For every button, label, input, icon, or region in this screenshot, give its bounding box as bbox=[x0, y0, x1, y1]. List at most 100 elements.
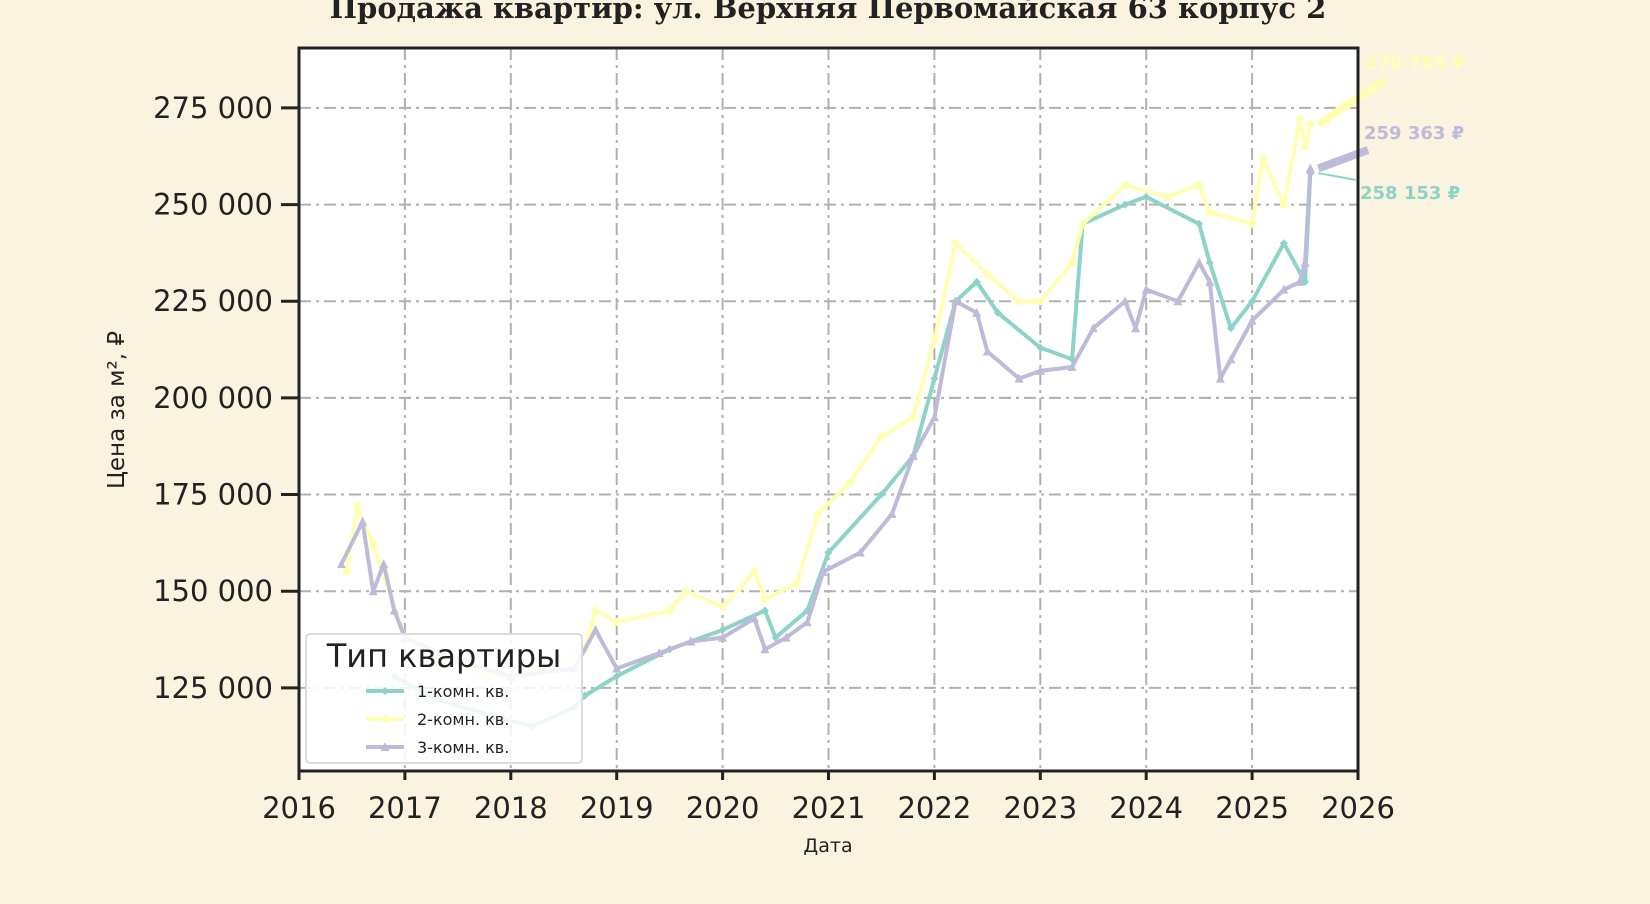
data-point bbox=[591, 624, 601, 634]
data-point bbox=[802, 617, 812, 627]
x-tick-label: 2024 bbox=[1109, 791, 1183, 825]
data-point bbox=[353, 502, 362, 511]
y-tick-label: 150 000 bbox=[153, 574, 273, 608]
x-axis-label: Дата bbox=[803, 835, 852, 857]
data-point bbox=[1036, 343, 1045, 352]
data-point bbox=[686, 636, 696, 646]
data-point bbox=[877, 490, 886, 499]
data-point bbox=[1035, 365, 1045, 375]
legend-entry: 3-комн. кв. bbox=[366, 738, 509, 757]
x-tick-label: 2025 bbox=[1215, 791, 1289, 825]
data-point bbox=[750, 567, 759, 576]
data-point bbox=[1068, 258, 1077, 267]
data-point bbox=[1121, 200, 1130, 209]
data-point bbox=[887, 508, 897, 518]
data-point bbox=[908, 450, 918, 460]
data-point bbox=[929, 412, 939, 422]
data-point bbox=[591, 606, 600, 615]
annotation-arrow bbox=[1316, 76, 1388, 128]
data-point bbox=[845, 478, 854, 487]
data-point bbox=[1205, 276, 1215, 286]
data-point bbox=[1078, 219, 1087, 228]
annotation-arrow bbox=[1316, 146, 1370, 173]
data-point bbox=[1258, 154, 1267, 163]
data-point bbox=[1279, 239, 1288, 248]
data-point bbox=[381, 687, 389, 695]
data-point bbox=[1088, 323, 1098, 333]
y-tick-label: 225 000 bbox=[153, 284, 273, 318]
data-point bbox=[1163, 192, 1172, 201]
data-point bbox=[824, 548, 833, 557]
data-point bbox=[983, 270, 992, 279]
data-point bbox=[760, 594, 769, 603]
x-tick-label: 2016 bbox=[262, 791, 336, 825]
data-point bbox=[1301, 142, 1310, 151]
data-point bbox=[379, 559, 389, 569]
legend-label: 1-комн. кв. bbox=[417, 682, 509, 701]
data-point bbox=[1305, 163, 1315, 173]
data-point bbox=[336, 559, 346, 569]
legend-title: Тип квартиры bbox=[326, 637, 562, 675]
legend-box bbox=[305, 633, 583, 764]
y-tick-label: 275 000 bbox=[153, 91, 273, 125]
data-point bbox=[1247, 315, 1257, 325]
annotation-label: 270 785 ₽ bbox=[1365, 53, 1465, 74]
data-point bbox=[1121, 181, 1130, 190]
data-point bbox=[1173, 296, 1183, 306]
data-point bbox=[1295, 276, 1305, 286]
data-point bbox=[1036, 297, 1045, 306]
data-point bbox=[982, 346, 992, 356]
data-point bbox=[681, 587, 690, 596]
data-point bbox=[381, 715, 389, 723]
data-point bbox=[612, 672, 621, 681]
data-point bbox=[1195, 219, 1204, 228]
data-point bbox=[951, 296, 961, 306]
data-point bbox=[1226, 324, 1235, 333]
data-point bbox=[1226, 354, 1236, 364]
data-point bbox=[1306, 120, 1315, 129]
y-tick-label: 175 000 bbox=[153, 478, 273, 512]
data-point bbox=[369, 540, 378, 549]
x-tick-label: 2026 bbox=[1321, 791, 1395, 825]
y-axis: 125 000 150 000 175 000 200 000 225 000 250 0… bbox=[153, 91, 299, 705]
data-point bbox=[972, 307, 982, 317]
data-point bbox=[930, 335, 939, 344]
data-point bbox=[930, 374, 939, 383]
data-point bbox=[1142, 192, 1151, 201]
annotation-arrow bbox=[1318, 172, 1357, 181]
data-point bbox=[380, 742, 390, 751]
data-point bbox=[718, 602, 727, 611]
data-point bbox=[342, 567, 351, 576]
x-tick-label: 2020 bbox=[686, 791, 760, 825]
x-tick-label: 2023 bbox=[1003, 791, 1077, 825]
data-point bbox=[781, 632, 791, 642]
data-point bbox=[1279, 200, 1288, 209]
legend-entry: 1-комн. кв. bbox=[366, 682, 509, 701]
y-axis-label: Цена за м², ₽ bbox=[104, 331, 130, 489]
data-point bbox=[909, 413, 918, 422]
legend: Тип квартиры 1-комн. кв. 2-комн. кв. 3-ком… bbox=[305, 633, 583, 764]
annotation-label: 258 153 ₽ bbox=[1360, 183, 1460, 204]
data-point bbox=[612, 663, 622, 673]
data-point bbox=[1205, 208, 1214, 217]
data-point bbox=[1205, 258, 1214, 267]
data-point bbox=[718, 625, 727, 634]
data-point bbox=[1279, 284, 1289, 294]
data-point bbox=[792, 579, 801, 588]
data-point bbox=[1248, 219, 1257, 228]
data-point bbox=[1131, 323, 1141, 333]
data-point bbox=[1300, 257, 1310, 267]
x-tick-label: 2017 bbox=[368, 791, 442, 825]
data-point bbox=[1141, 284, 1151, 294]
data-point bbox=[1248, 297, 1257, 306]
data-point bbox=[951, 239, 960, 248]
data-point bbox=[813, 509, 822, 518]
data-point bbox=[612, 618, 621, 627]
data-point bbox=[665, 606, 674, 615]
data-point bbox=[1015, 297, 1024, 306]
y-tick-label: 200 000 bbox=[153, 381, 273, 415]
x-tick-label: 2021 bbox=[792, 791, 866, 825]
y-tick-label: 250 000 bbox=[153, 188, 273, 222]
data-point bbox=[760, 644, 770, 654]
